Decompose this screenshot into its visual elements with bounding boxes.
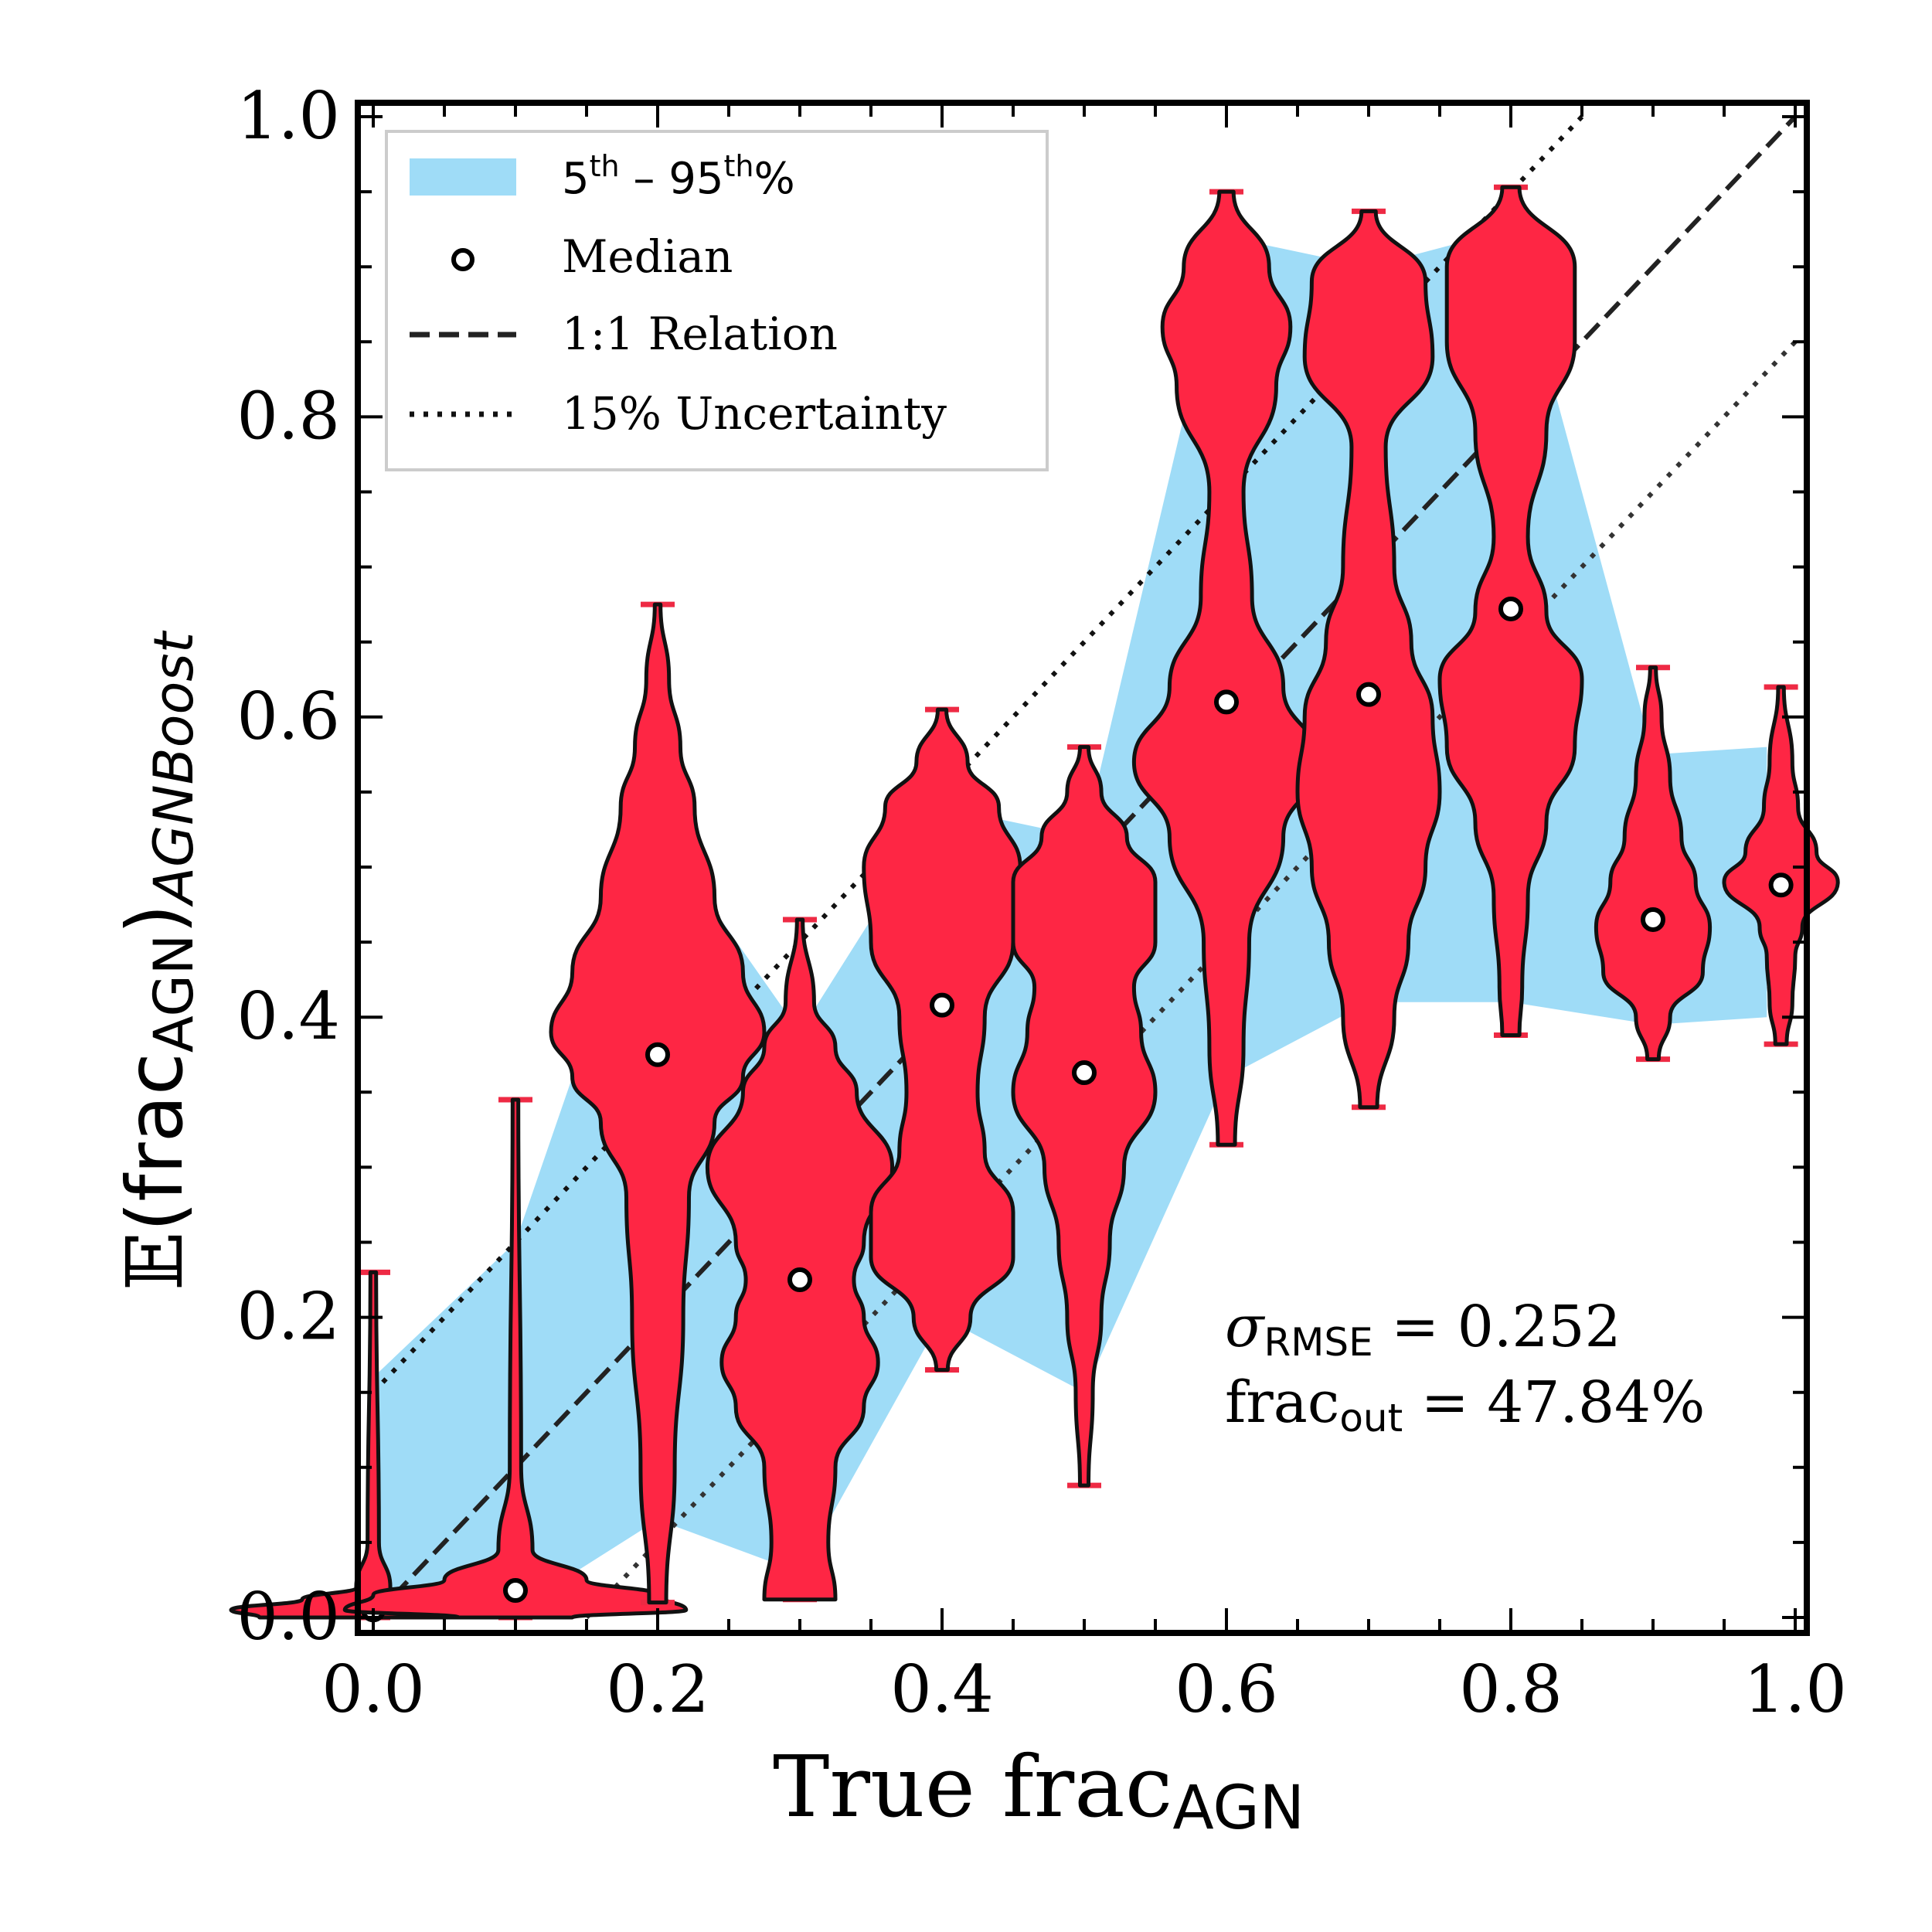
violin-body <box>1722 685 1840 1046</box>
violin-7 <box>1295 208 1442 1111</box>
y-tick-label: 0.0 <box>236 1579 340 1655</box>
violin-9 <box>1594 665 1713 1063</box>
x-tick-label: 0.6 <box>1175 1651 1278 1727</box>
y-tick-label: 1.0 <box>236 78 340 154</box>
x-axis-label: True fracAGN <box>773 1737 1304 1843</box>
violin-body <box>1011 745 1158 1488</box>
legend-band-swatch <box>410 158 516 196</box>
rmse-annotation: σRMSE = 0.252 <box>1225 1294 1621 1365</box>
ticks <box>358 103 1807 1633</box>
y-tick-label: 0.6 <box>236 679 340 754</box>
violin-body <box>549 602 767 1605</box>
violin-3 <box>705 917 895 1603</box>
median-marker <box>930 992 954 1018</box>
violin-body <box>705 917 895 1602</box>
violin-body <box>1594 665 1713 1062</box>
violin-8 <box>1437 184 1584 1039</box>
violin-body <box>1295 209 1442 1110</box>
median-marker <box>1641 906 1665 932</box>
y-tick-label: 0.4 <box>236 978 340 1054</box>
outlier-annotation: fracout = 47.84% <box>1225 1369 1705 1440</box>
median-marker <box>503 1578 528 1604</box>
y-tick-label: 0.2 <box>236 1279 340 1355</box>
legend: 5th – 95th% Median 1:1 Relation 15% Unce… <box>385 130 1049 471</box>
violins <box>229 184 1840 1623</box>
y-tick-label: 0.8 <box>236 378 340 454</box>
violin-1 <box>342 1097 689 1621</box>
legend-median-marker <box>451 248 474 271</box>
x-tick-label: 0.2 <box>606 1651 709 1727</box>
violin-2 <box>549 601 767 1606</box>
median-marker <box>1214 689 1239 715</box>
x-tick-label: 0.0 <box>321 1651 425 1727</box>
violin-10 <box>1722 684 1840 1047</box>
median-marker <box>1356 682 1381 707</box>
violin-4 <box>862 706 1022 1373</box>
median-marker <box>645 1042 670 1067</box>
median-marker <box>1498 596 1523 621</box>
median-marker <box>1768 872 1794 898</box>
violin-body <box>342 1097 689 1620</box>
x-tick-label: 0.4 <box>890 1651 994 1727</box>
y-axis-label: 𝔼(fracAGN)AGNBoost <box>110 630 206 1291</box>
violin-5 <box>1011 744 1158 1488</box>
median-marker <box>1072 1060 1097 1086</box>
legend-band-label: 5th – 95th% <box>562 149 795 204</box>
legend-median-label: Median <box>562 230 733 283</box>
legend-uncertainty-label: 15% Uncertainty <box>562 387 947 440</box>
x-tick-label: 1.0 <box>1743 1651 1847 1727</box>
tick-labels: 0.0 0.2 0.4 0.6 0.8 1.0 0.0 0.2 0.4 0.6 0.8 1.0 <box>236 78 1846 1727</box>
violin-body <box>862 707 1022 1372</box>
median-marker <box>787 1267 812 1293</box>
x-tick-label: 0.8 <box>1459 1651 1563 1727</box>
legend-relation-label: 1:1 Relation <box>562 308 838 360</box>
